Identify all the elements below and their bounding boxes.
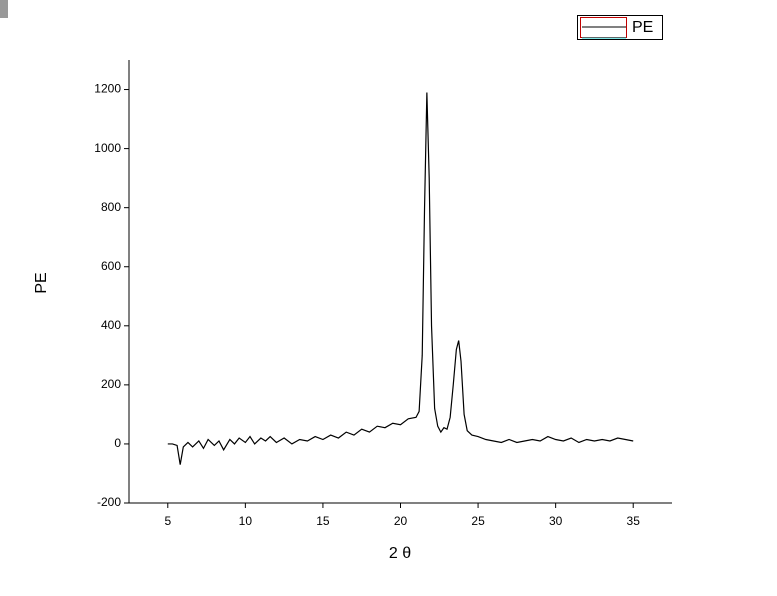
x-axis-label: 2 θ bbox=[389, 545, 411, 562]
y-axis-label: PE bbox=[33, 272, 50, 293]
x-tick-label: 25 bbox=[471, 514, 485, 528]
x-tick-label: 35 bbox=[627, 514, 641, 528]
x-tick-label: 10 bbox=[239, 514, 253, 528]
x-tick-label: 20 bbox=[394, 514, 408, 528]
y-tick-label: 200 bbox=[101, 377, 121, 391]
legend-label: PE bbox=[632, 19, 653, 36]
x-tick-label: 15 bbox=[316, 514, 330, 528]
y-tick-label: 1200 bbox=[94, 82, 121, 96]
x-tick-label: 30 bbox=[549, 514, 563, 528]
y-tick-label: 0 bbox=[114, 436, 121, 450]
y-tick-label: 800 bbox=[101, 200, 121, 214]
legend: PE bbox=[577, 15, 663, 40]
y-tick-label: -200 bbox=[97, 495, 121, 509]
x-tick-label: 5 bbox=[164, 514, 171, 528]
y-tick-label: 400 bbox=[101, 318, 121, 332]
data-line bbox=[167, 92, 634, 465]
y-tick-label: 600 bbox=[101, 259, 121, 273]
corner-marker bbox=[0, 0, 8, 18]
y-tick-label: 1000 bbox=[94, 141, 121, 155]
